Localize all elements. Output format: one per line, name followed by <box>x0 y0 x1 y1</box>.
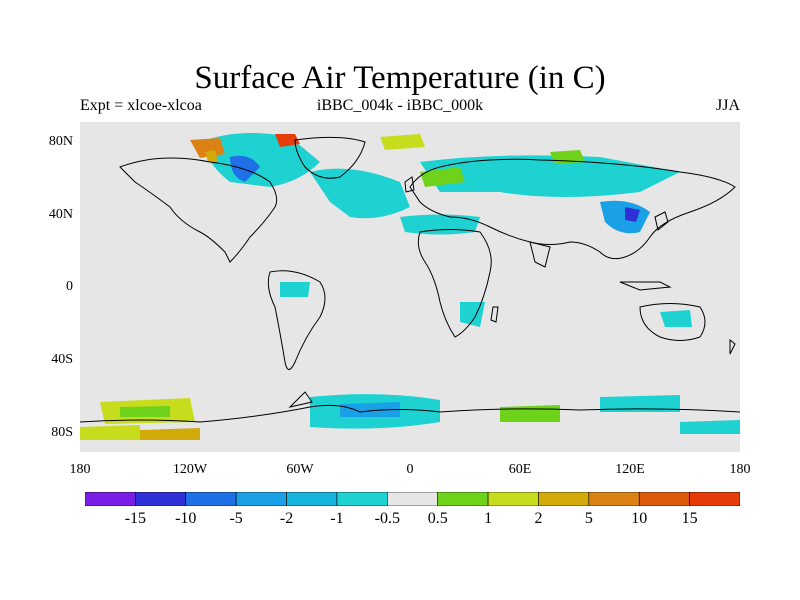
coastline-indonesia <box>619 281 672 291</box>
plot-title: Surface Air Temperature (in C) <box>194 60 606 96</box>
anomaly-arctic-canada-warm2 <box>205 150 218 162</box>
coastline-south-america <box>267 270 326 370</box>
lon-tick-180e: 180 <box>729 462 751 477</box>
colorbar-swatch <box>85 492 136 506</box>
anomaly-australia <box>660 310 692 327</box>
anomaly-europe-warm <box>420 167 465 187</box>
anomaly-southern-ocean-west2 <box>120 406 170 417</box>
world-map <box>80 122 740 452</box>
anomaly-ross <box>680 420 740 434</box>
coastline-madagascar <box>490 306 499 323</box>
lat-tick-40s: 40S <box>51 352 73 367</box>
colorbar-swatch <box>336 492 388 506</box>
colorbar-swatch <box>235 492 287 506</box>
lon-tick-180w: 180 <box>69 462 91 477</box>
comparison-label: iBBC_004k - iBBC_000k <box>316 97 484 114</box>
colorbar-label: 1 <box>484 510 493 527</box>
anomaly-arctic-canada-cold <box>230 155 260 182</box>
colorbar-label: 15 <box>681 510 698 527</box>
colorbar-label: -5 <box>229 510 243 527</box>
colorbar-swatch <box>487 492 539 506</box>
colorbar-swatch <box>689 492 740 506</box>
coastline-uk <box>404 176 415 193</box>
anomaly-southern-ocean-east <box>500 405 560 422</box>
coastline-greenland <box>294 136 366 179</box>
coastline-australia <box>639 303 706 341</box>
lon-tick-60e: 60E <box>508 462 532 477</box>
colorbar-label: -15 <box>124 510 147 527</box>
lon-tick-60w: 60W <box>286 462 314 477</box>
anomaly-south-america <box>280 282 310 297</box>
lat-tick-80n: 80N <box>48 134 73 149</box>
colorbar-label: 0.5 <box>427 510 448 527</box>
lat-tick-0: 0 <box>66 279 73 294</box>
anomaly-east-asia-core <box>625 207 640 222</box>
colorbar-swatch <box>538 492 590 506</box>
experiment-label: Expt = xlcoe-xlcoa <box>80 97 202 114</box>
coastline-japan <box>654 211 669 231</box>
colorbar-label: -2 <box>279 510 294 527</box>
colorbar-label: 5 <box>584 510 593 527</box>
anomaly-weddell-warm2 <box>140 428 200 440</box>
colorbar-label: 2 <box>534 510 543 527</box>
colorbar-swatch <box>588 492 640 506</box>
colorbar-label: -10 <box>175 510 197 527</box>
colorbar-swatch <box>185 492 237 506</box>
lon-tick-120e: 120E <box>615 462 645 477</box>
colorbar-label: -0.5 <box>374 510 400 527</box>
anomaly-greenland <box>200 133 320 187</box>
colorbar-swatch <box>286 492 338 506</box>
lat-tick-80s: 80S <box>51 425 73 440</box>
anomaly-southern-ocean-far-east <box>600 395 680 412</box>
anomaly-sahara <box>400 214 480 235</box>
anomaly-arctic-ocean-warm <box>380 134 425 150</box>
season-label: JJA <box>715 97 740 114</box>
coastline-india <box>529 241 551 268</box>
coastline-eurasia <box>409 158 736 260</box>
lon-tick-120w: 120W <box>172 462 208 477</box>
anomaly-eurasia-north <box>420 155 680 197</box>
coastlines <box>80 136 740 423</box>
coastline-north-america <box>119 157 278 263</box>
colorbar-label: 10 <box>631 510 648 527</box>
coastline-new-zealand <box>729 338 736 355</box>
colorbar-swatch <box>135 492 187 506</box>
coastline-antarctica <box>80 404 740 423</box>
anomaly-north-atlantic <box>310 168 410 219</box>
lat-tick-40n: 40N <box>48 207 73 222</box>
coastline-antarctic-peninsula <box>288 391 313 408</box>
lon-tick-0: 0 <box>406 462 414 477</box>
anomaly-weddell-warm <box>80 425 140 440</box>
colorbar <box>85 492 740 506</box>
anomaly-antarctica-core <box>340 402 400 417</box>
colorbar-swatch <box>437 492 489 506</box>
colorbar-swatch <box>387 492 438 506</box>
anomaly-arctic-canada-hot <box>275 134 300 147</box>
anomaly-arctic-canada-warm <box>190 138 225 158</box>
colorbar-label: -1 <box>330 510 344 527</box>
coastline-africa <box>417 229 492 338</box>
colorbar-swatch <box>638 492 690 506</box>
